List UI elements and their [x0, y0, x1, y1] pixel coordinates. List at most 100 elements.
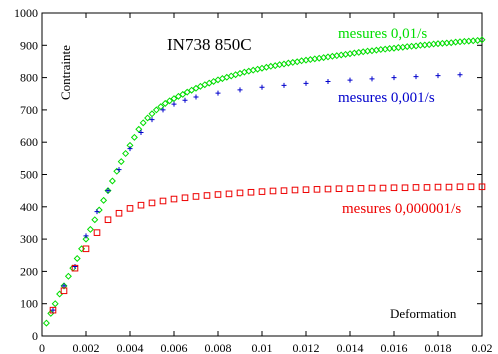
y-tick-label: 1000 — [14, 6, 38, 20]
y-tick-label: 300 — [20, 232, 38, 246]
data-point-square — [280, 187, 288, 194]
data-point-square — [478, 183, 486, 191]
chart-title: IN738 850C — [167, 35, 252, 54]
data-point-diamond — [170, 95, 178, 103]
axis-tick-labels: 0 0.002 0.004 0.006 0.008 0.01 0.012 0.014 0.016… — [14, 6, 493, 354]
data-point-square — [313, 186, 321, 193]
data-point-diamond — [130, 133, 138, 141]
x-tick-label: 0.016 — [381, 341, 408, 354]
data-point-square — [258, 188, 266, 195]
data-point-diamond — [166, 97, 174, 105]
data-point-diamond — [117, 158, 125, 166]
data-point-square — [456, 183, 464, 191]
data-point-diamond — [91, 216, 99, 224]
x-tick-label: 0.008 — [205, 341, 232, 354]
x-axis-label: Deformation — [390, 306, 457, 321]
data-point-square — [302, 186, 310, 193]
data-point-square — [104, 216, 112, 224]
y-tick-label: 700 — [20, 103, 38, 117]
x-tick-label: 0.01 — [252, 341, 273, 354]
data-point-diamond — [188, 86, 196, 94]
data-point-square — [115, 209, 123, 217]
data-point-square — [214, 191, 222, 198]
data-point-square — [357, 185, 365, 192]
data-point-square — [71, 264, 79, 272]
x-tick-label: 0.014 — [337, 341, 364, 354]
data-point-plus — [83, 233, 89, 239]
data-point-plus — [457, 72, 463, 78]
data-point-square — [60, 287, 68, 295]
data-point-square — [412, 184, 420, 191]
series-0 — [42, 36, 486, 327]
data-point-square — [82, 245, 90, 253]
data-point-plus — [72, 264, 78, 270]
data-point-diamond — [174, 92, 182, 100]
data-point-diamond — [64, 272, 72, 280]
x-tick-label: 0.006 — [161, 341, 188, 354]
data-point-plus — [259, 84, 265, 90]
y-tick-label: 200 — [20, 264, 38, 278]
x-tick-label: 0.018 — [425, 341, 452, 354]
data-point-plus — [116, 167, 122, 173]
y-tick-label: 600 — [20, 135, 38, 149]
data-point-square — [192, 193, 200, 200]
data-point-square — [170, 195, 178, 203]
data-point-square — [390, 184, 398, 192]
data-point-diamond — [108, 177, 116, 185]
series-1 — [50, 72, 463, 313]
data-point-diamond — [86, 225, 94, 233]
data-point-plus — [391, 75, 397, 81]
data-point-square — [148, 199, 156, 207]
data-point-diamond — [60, 282, 68, 290]
y-tick-label: 500 — [20, 168, 38, 182]
data-point-square — [423, 184, 431, 191]
y-tick-label: 400 — [20, 200, 38, 214]
data-point-plus — [50, 307, 56, 313]
data-point-plus — [171, 101, 177, 107]
data-point-square — [93, 229, 101, 236]
data-point-plus — [237, 87, 243, 93]
data-point-diamond — [148, 110, 156, 118]
series-2 — [49, 183, 486, 314]
data-point-plus — [435, 73, 441, 79]
data-point-square — [247, 188, 255, 196]
y-tick-label: 100 — [20, 297, 38, 311]
data-point-diamond — [82, 235, 90, 243]
data-point-square — [181, 194, 189, 202]
data-point-square — [368, 184, 376, 192]
data-point-plus — [413, 74, 419, 80]
data-point-plus — [138, 130, 144, 136]
data-point-diamond — [95, 206, 103, 214]
data-point-square — [401, 184, 409, 192]
data-point-plus — [127, 146, 133, 152]
data-point-diamond — [100, 196, 108, 204]
data-point-plus — [369, 76, 375, 82]
data-point-diamond — [144, 114, 152, 122]
data-point-square — [49, 306, 57, 314]
data-point-square — [445, 183, 453, 191]
x-tick-label: 0 — [39, 341, 45, 354]
data-point-plus — [325, 78, 331, 84]
data-point-square — [467, 183, 475, 191]
data-point-plus — [182, 97, 188, 103]
data-point-diamond — [179, 90, 187, 98]
data-point-diamond — [104, 187, 112, 195]
data-point-square — [137, 201, 145, 209]
data-point-plus — [160, 107, 166, 113]
x-tick-label: 0.004 — [117, 341, 144, 354]
data-point-square — [291, 186, 299, 194]
data-point-diamond — [183, 88, 191, 96]
y-tick-label: 900 — [20, 38, 38, 52]
data-point-square — [203, 192, 211, 199]
y-tick-label: 0 — [32, 329, 38, 343]
data-point-plus — [303, 80, 309, 86]
data-point-diamond — [42, 319, 50, 327]
plot-frame — [41, 12, 483, 337]
axis-ticks — [41, 12, 483, 337]
data-point-square — [346, 185, 354, 193]
data-point-diamond — [478, 36, 486, 44]
data-point-square — [335, 185, 343, 193]
data-point-square — [236, 189, 244, 197]
x-tick-label: 0.002 — [73, 341, 100, 354]
